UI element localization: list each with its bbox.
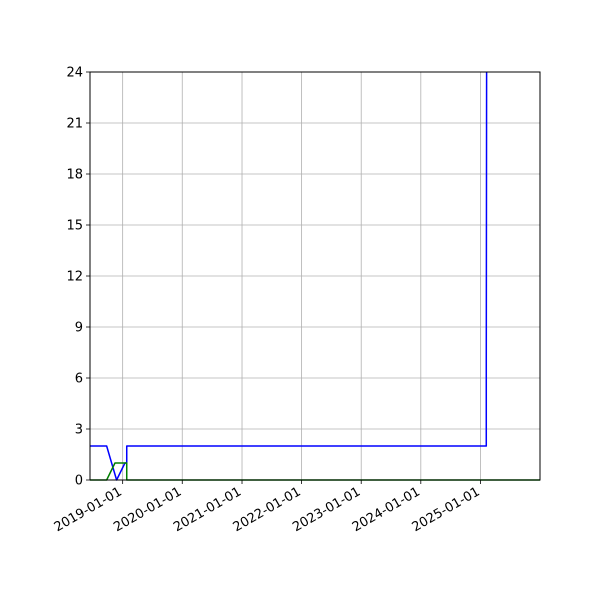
y-tick-label: 21 <box>66 117 83 132</box>
y-tick-label: 3 <box>75 423 83 438</box>
y-axis: 0 3 6 9 12 15 18 21 24 <box>66 66 90 489</box>
y-tick-label: 9 <box>75 321 83 336</box>
y-tick-label: 24 <box>66 66 83 81</box>
y-tick-label: 0 <box>75 474 83 489</box>
y-tick-label: 6 <box>75 372 83 387</box>
y-tick-label: 12 <box>66 270 83 285</box>
y-tick-label: 15 <box>66 219 83 234</box>
y-tick-label: 18 <box>66 168 83 183</box>
